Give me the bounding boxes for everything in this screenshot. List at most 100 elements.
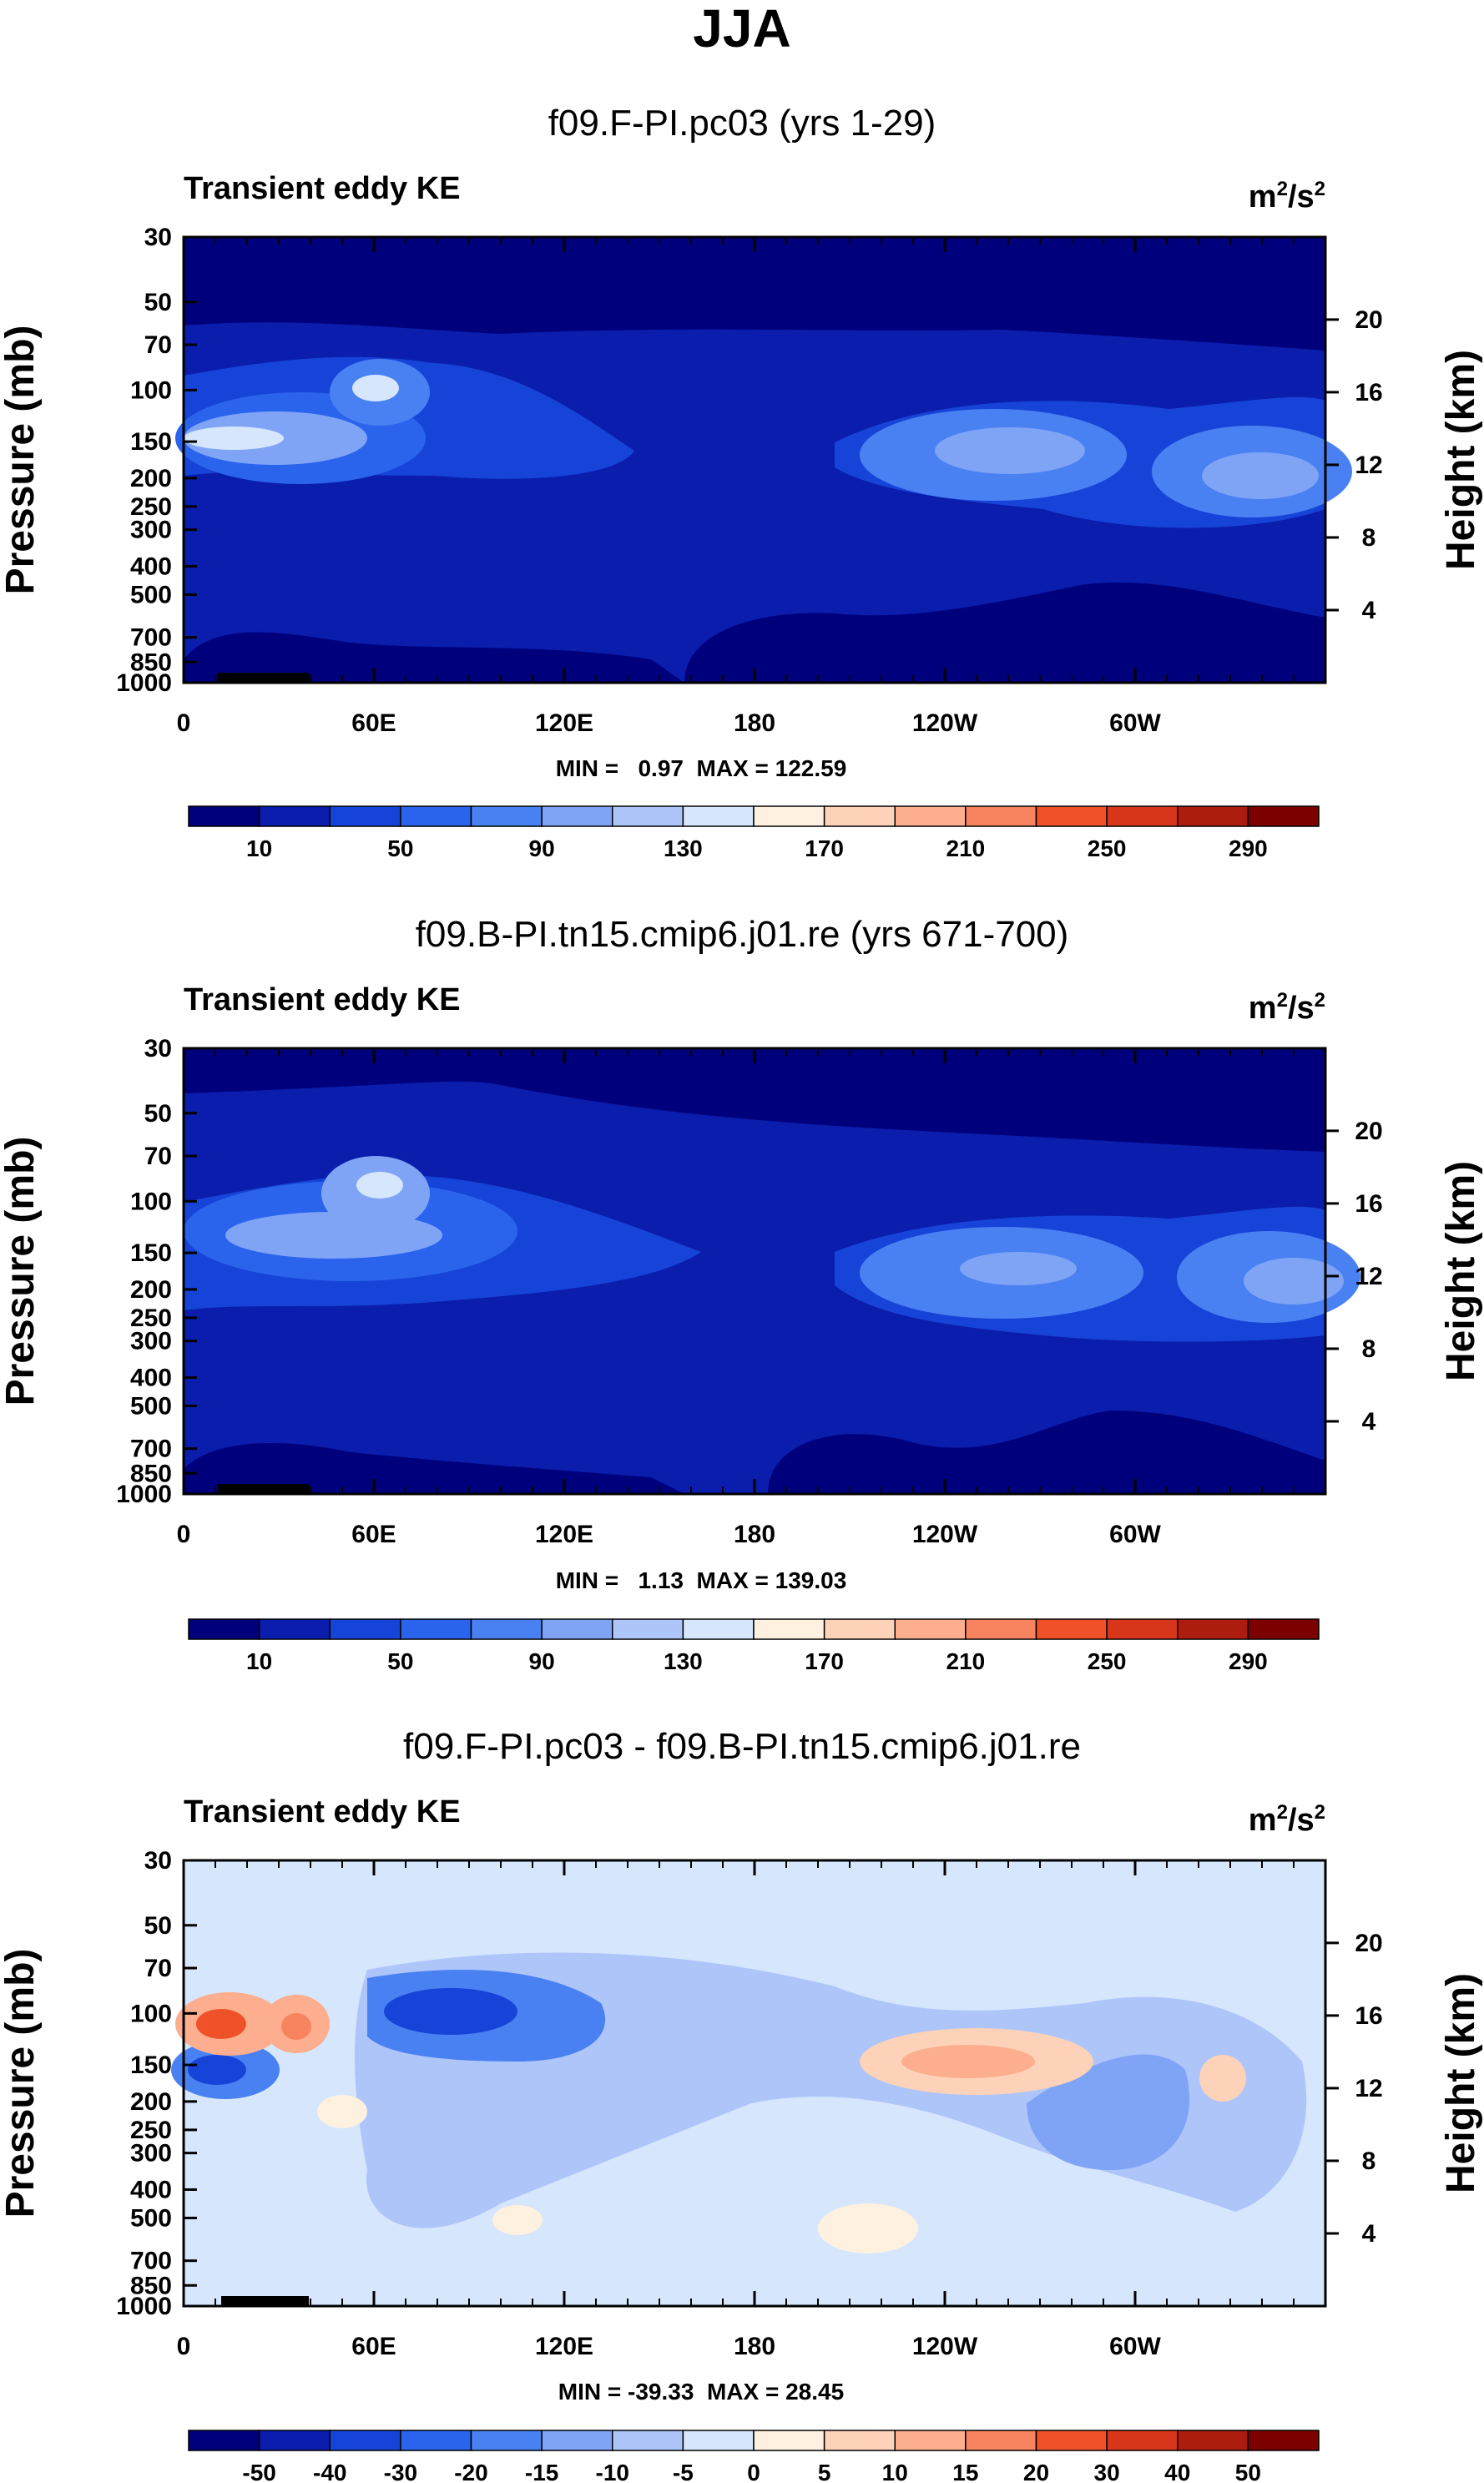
y-pressure-tick-label: 1000 <box>116 669 172 697</box>
colorbar-swatch <box>1106 805 1179 827</box>
colorbar-label: 0 <box>747 2460 760 2483</box>
y-height-tick-label: 4 <box>1362 597 1376 624</box>
y-pressure-tick-label: 70 <box>144 1955 172 1982</box>
panel-3-left-title: Transient eddy KE <box>184 1794 461 1829</box>
y-height-tick-label: 12 <box>1355 1263 1382 1290</box>
figure-title: JJA <box>693 0 790 58</box>
panel-1-ylabel-right: Height (km) <box>1439 350 1483 570</box>
colorbar-swatch <box>894 1618 967 1640</box>
panel-1-units: m2/s2 <box>1249 178 1325 214</box>
panel-3-contour-neg-atlantic <box>1027 2054 1190 2170</box>
colorbar-label: 290 <box>1229 835 1268 861</box>
y-pressure-tick-label: 50 <box>144 289 172 316</box>
y-pressure-tick-label: 50 <box>144 1100 172 1128</box>
x-tick-label: 120W <box>912 1521 978 1548</box>
colorbar-label: 50 <box>387 1648 413 1674</box>
panel-3-plot-area <box>171 1859 1327 2308</box>
colorbar-swatch <box>753 2430 825 2451</box>
colorbar-swatch <box>894 2430 967 2451</box>
panel-3-neg-core-east <box>384 1988 517 2035</box>
panel-3-units: m2/s2 <box>1249 1801 1325 1838</box>
colorbar-label: -15 <box>525 2460 558 2483</box>
colorbar-swatch <box>1247 1618 1320 1640</box>
panel-1-jet-62e-core <box>352 375 399 401</box>
colorbar-label: 130 <box>664 1648 703 1674</box>
colorbar-label: -50 <box>242 2460 275 2483</box>
y-height-tick-label: 4 <box>1362 2220 1376 2248</box>
y-pressure-tick-label: 500 <box>130 581 172 608</box>
y-pressure-tick-label: 700 <box>130 624 172 652</box>
colorbar-swatch <box>1106 2430 1179 2451</box>
colorbar-swatch <box>1035 805 1108 827</box>
colorbar-label: 20 <box>1023 2460 1049 2483</box>
colorbar-label: 10 <box>882 2460 908 2483</box>
colorbar-swatch <box>965 1618 1037 1640</box>
colorbar-swatch <box>753 805 825 827</box>
colorbar-swatch <box>1177 805 1249 827</box>
y-pressure-tick-label: 300 <box>130 2140 172 2168</box>
y-pressure-tick-label: 400 <box>130 1364 172 1391</box>
panel-2-plot-area <box>182 1047 1360 1496</box>
y-pressure-tick-label: 1000 <box>116 1481 172 1508</box>
colorbar-swatch <box>965 805 1037 827</box>
colorbar-swatch <box>329 805 401 827</box>
panel-2-jet-62e-core <box>356 1172 403 1199</box>
colorbar-label: 90 <box>529 1648 555 1674</box>
colorbar-swatch <box>188 1618 260 1640</box>
colorbar-swatch <box>965 2430 1037 2451</box>
colorbar-label: 10 <box>246 835 272 861</box>
x-tick-label: 0 <box>177 1521 191 1548</box>
y-pressure-tick-label: 1000 <box>116 2293 172 2320</box>
y-pressure-tick-label: 30 <box>144 224 172 251</box>
colorbar-label: 130 <box>664 835 703 861</box>
colorbar-label: 210 <box>946 1648 986 1674</box>
y-height-tick-label: 20 <box>1355 1930 1382 1957</box>
panel-2-ylabel-left: Pressure (mb) <box>0 1137 43 1406</box>
y-height-tick-label: 4 <box>1362 1408 1376 1436</box>
y-height-tick-label: 16 <box>1355 2002 1382 2030</box>
colorbar-label: 210 <box>946 835 986 861</box>
colorbar-swatch <box>400 2430 472 2451</box>
panel-1-topography <box>217 673 309 683</box>
y-pressure-tick-label: 250 <box>130 1305 172 1332</box>
y-pressure-tick-label: 30 <box>144 1847 172 1875</box>
y-pressure-tick-label: 100 <box>130 1188 172 1215</box>
panel-2-topography <box>217 1484 309 1494</box>
colorbar-label: 290 <box>1229 1648 1268 1674</box>
x-tick-label: 60W <box>1109 1521 1161 1548</box>
colorbar-swatch <box>1035 2430 1108 2451</box>
panel-1: f09.F-PI.pc03 (yrs 1-29) Transient eddy … <box>0 103 1483 861</box>
panel-2-stats: MIN = 1.13 MAX = 139.03 <box>556 1567 847 1593</box>
x-tick-label: 120E <box>535 709 593 737</box>
panel-2-ylabel-right: Height (km) <box>1439 1161 1483 1381</box>
colorbar-label: 90 <box>529 835 555 861</box>
y-pressure-tick-label: 700 <box>130 2248 172 2275</box>
colorbar-swatch <box>470 1618 543 1640</box>
x-tick-label: 60E <box>351 2333 396 2360</box>
x-tick-label: 180 <box>734 709 775 737</box>
colorbar-swatch <box>470 805 543 827</box>
panel-2-left-title: Transient eddy KE <box>184 982 461 1017</box>
colorbar-label: 250 <box>1088 1648 1127 1674</box>
colorbar-swatch <box>400 805 472 827</box>
colorbar-label: -30 <box>384 2460 417 2483</box>
colorbar-swatch <box>258 1618 331 1640</box>
y-pressure-tick-label: 300 <box>130 1328 172 1355</box>
colorbar-swatch <box>612 1618 684 1640</box>
panel-1-jet-pacific-core <box>935 427 1085 474</box>
x-tick-label: 60W <box>1109 709 1161 737</box>
x-tick-label: 120W <box>912 709 978 737</box>
colorbar-label: 15 <box>952 2460 978 2483</box>
x-tick-label: 0 <box>177 709 191 737</box>
panel-1-plot-area <box>175 235 1352 684</box>
panel-2-units: m2/s2 <box>1249 989 1325 1026</box>
y-pressure-tick-label: 300 <box>130 517 172 544</box>
colorbar-label: 10 <box>246 1648 272 1674</box>
panel-1-stats: MIN = 0.97 MAX = 122.59 <box>556 755 847 781</box>
y-pressure-tick-label: 70 <box>144 331 172 359</box>
panel-1-jet-atlantic-core <box>1202 452 1319 499</box>
colorbar-swatch <box>1247 2430 1320 2451</box>
colorbar-label: -10 <box>596 2460 629 2483</box>
colorbar-swatch <box>541 1618 613 1640</box>
